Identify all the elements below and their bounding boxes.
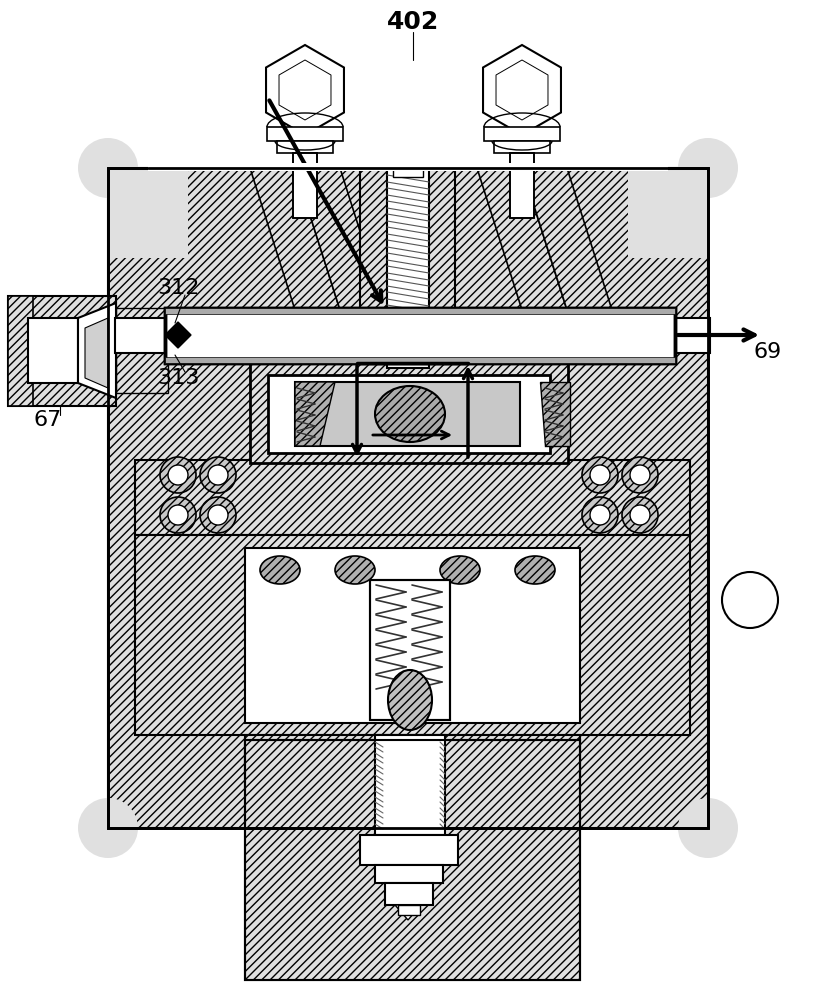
Bar	[494, 141, 550, 153]
Circle shape	[622, 457, 658, 493]
Circle shape	[678, 138, 738, 198]
Ellipse shape	[375, 386, 445, 442]
Bar	[108, 168, 708, 828]
Bar	[245, 548, 580, 723]
Circle shape	[160, 457, 196, 493]
Circle shape	[200, 497, 236, 533]
Bar	[267, 127, 343, 141]
Polygon shape	[85, 318, 108, 388]
Text: 312: 312	[157, 278, 199, 298]
Circle shape	[722, 572, 778, 628]
Bar	[387, 168, 429, 368]
Circle shape	[168, 465, 188, 485]
Polygon shape	[108, 168, 188, 258]
Circle shape	[208, 505, 228, 525]
Bar	[370, 580, 450, 720]
Circle shape	[678, 798, 738, 858]
Bar	[116, 308, 168, 393]
Circle shape	[630, 465, 650, 485]
Polygon shape	[395, 905, 421, 920]
Polygon shape	[165, 322, 191, 348]
Bar	[360, 835, 458, 865]
Bar	[385, 883, 433, 905]
Ellipse shape	[260, 556, 300, 584]
Circle shape	[78, 138, 138, 198]
Circle shape	[208, 465, 228, 485]
Text: 402: 402	[387, 10, 439, 34]
Bar	[8, 296, 33, 406]
Bar	[375, 865, 443, 883]
Polygon shape	[295, 382, 335, 446]
Bar	[370, 580, 450, 720]
Bar	[510, 153, 534, 218]
Polygon shape	[266, 45, 344, 135]
Bar	[115, 318, 165, 353]
Bar	[148, 163, 668, 171]
Polygon shape	[295, 168, 385, 310]
Circle shape	[622, 497, 658, 533]
Circle shape	[200, 457, 236, 493]
Polygon shape	[250, 168, 340, 310]
Bar	[108, 168, 708, 828]
Bar	[245, 735, 580, 775]
Polygon shape	[628, 168, 708, 258]
Bar	[250, 363, 568, 463]
Circle shape	[630, 505, 650, 525]
Bar	[295, 382, 520, 446]
Bar	[135, 535, 690, 735]
Bar	[675, 318, 710, 353]
Ellipse shape	[515, 556, 555, 584]
Polygon shape	[522, 168, 612, 310]
Polygon shape	[78, 303, 116, 398]
Text: 313: 313	[157, 368, 199, 388]
Polygon shape	[483, 45, 561, 135]
Circle shape	[590, 505, 610, 525]
Bar	[360, 168, 455, 368]
Bar	[293, 153, 317, 218]
Bar	[293, 153, 317, 218]
Circle shape	[160, 497, 196, 533]
Bar	[484, 127, 560, 141]
Text: 69: 69	[754, 342, 782, 362]
Bar	[165, 308, 675, 363]
Bar	[277, 141, 333, 153]
Bar	[165, 308, 675, 363]
Bar	[165, 308, 675, 314]
Ellipse shape	[388, 670, 432, 730]
Bar	[510, 153, 534, 218]
Bar	[293, 153, 317, 218]
Circle shape	[582, 457, 618, 493]
Polygon shape	[540, 382, 570, 446]
Ellipse shape	[440, 556, 480, 584]
Bar	[135, 460, 690, 535]
Bar	[108, 168, 708, 828]
Bar	[268, 375, 550, 453]
Circle shape	[590, 465, 610, 485]
Bar	[165, 357, 675, 363]
Bar	[510, 153, 534, 218]
Bar	[245, 740, 580, 980]
Bar	[398, 905, 420, 915]
Text: 67: 67	[34, 410, 62, 430]
Bar	[375, 735, 445, 835]
Bar	[393, 165, 423, 177]
Ellipse shape	[335, 556, 375, 584]
Bar	[245, 740, 580, 980]
Polygon shape	[477, 168, 567, 310]
Bar	[28, 318, 78, 383]
Circle shape	[78, 798, 138, 858]
Circle shape	[168, 505, 188, 525]
Bar	[8, 296, 116, 406]
Circle shape	[582, 497, 618, 533]
Bar	[370, 580, 450, 720]
